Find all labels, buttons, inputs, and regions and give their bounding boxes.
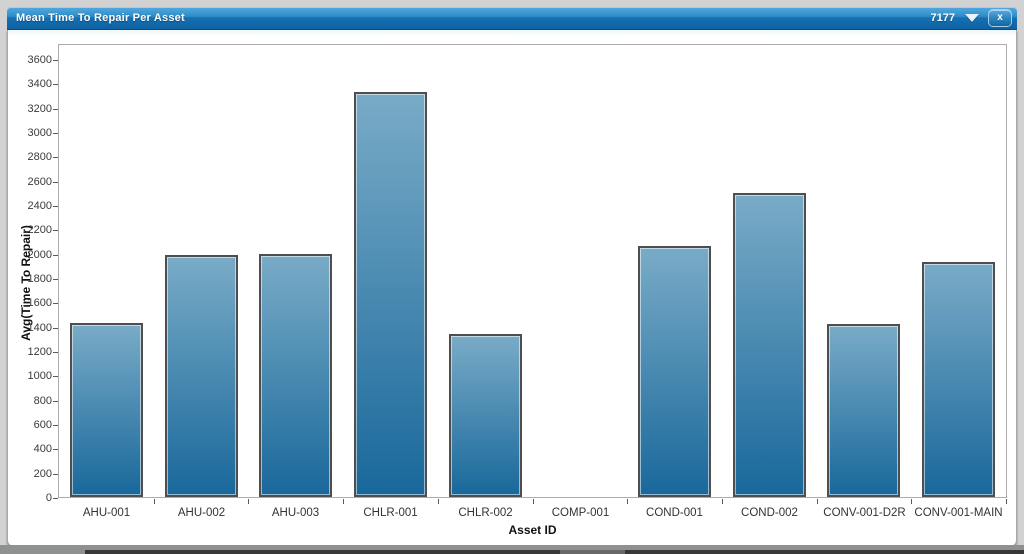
y-axis-tick: [53, 328, 58, 329]
y-axis-tick-label: 400: [33, 443, 52, 455]
x-axis-tick: [1006, 499, 1007, 504]
window-titlebar[interactable]: Mean Time To Repair Per Asset 7177 x: [7, 7, 1017, 30]
y-axis-tick: [53, 230, 58, 231]
bar-AHU-002[interactable]: [165, 255, 238, 497]
x-axis-tick: [438, 499, 439, 504]
bar-CONV-001-MAIN[interactable]: [922, 262, 995, 497]
x-axis-tick: [911, 499, 912, 504]
chevron-down-icon[interactable]: [965, 14, 979, 22]
x-axis-category-label: AHU-003: [271, 507, 320, 519]
y-axis-tick: [53, 401, 58, 402]
titlebar-controls: 7177 x: [931, 10, 1011, 26]
y-axis-tick-label: 1600: [27, 297, 52, 309]
background-window-edge: [85, 550, 1024, 554]
x-axis-title: Asset ID: [508, 523, 557, 537]
y-axis-tick-label: 1200: [27, 346, 52, 358]
y-axis-tick: [53, 157, 58, 158]
y-axis-tick: [53, 352, 58, 353]
y-axis-tick-label: 800: [33, 395, 52, 407]
y-axis-tick: [53, 449, 58, 450]
y-axis-tick-label: 2600: [27, 176, 52, 188]
y-axis-tick-label: 3400: [27, 78, 52, 90]
y-axis-tick: [53, 474, 58, 475]
x-axis-tick: [343, 499, 344, 504]
y-axis-tick-label: 3000: [27, 127, 52, 139]
y-axis-tick: [53, 279, 58, 280]
x-axis-category-label: COND-002: [741, 507, 798, 519]
y-axis-tick-label: 0: [45, 492, 52, 504]
bar-AHU-001[interactable]: [70, 323, 143, 497]
y-axis-tick: [53, 182, 58, 183]
plot-area: [58, 44, 1007, 498]
y-axis-tick-label: 3600: [27, 54, 52, 66]
bar-CHLR-002[interactable]: [449, 334, 522, 497]
bar-CHLR-001[interactable]: [354, 92, 427, 497]
window-frame-bottom: [0, 545, 1024, 554]
y-axis-tick-label: 2800: [27, 151, 52, 163]
close-button[interactable]: x: [989, 10, 1011, 26]
window-title: Mean Time To Repair Per Asset: [16, 12, 185, 24]
x-axis-category-label: AHU-002: [177, 507, 226, 519]
y-axis-tick-label: 1000: [27, 370, 52, 382]
bar-COND-002[interactable]: [733, 193, 806, 497]
x-axis-category-label: CHLR-001: [363, 507, 418, 519]
bar-AHU-003[interactable]: [259, 254, 332, 497]
x-axis-tick: [154, 499, 155, 504]
x-axis-category-label: CHLR-002: [458, 507, 513, 519]
y-axis-tick-label: 2000: [27, 249, 52, 261]
record-count-badge: 7177: [930, 12, 955, 24]
y-axis-title: Avg(Time To Repair): [19, 225, 33, 341]
x-axis-tick: [533, 499, 534, 504]
x-axis-tick: [722, 499, 723, 504]
x-axis-category-label: CONV-001-D2R: [823, 507, 906, 519]
y-axis-tick-label: 1800: [27, 273, 52, 285]
y-axis-tick: [53, 376, 58, 377]
x-axis-category-label: COND-001: [646, 507, 703, 519]
y-axis-tick: [53, 425, 58, 426]
y-axis-tick-label: 200: [33, 468, 52, 480]
y-axis-tick: [53, 60, 58, 61]
y-axis-tick-label: 2200: [27, 224, 52, 236]
x-axis-category-label: AHU-001: [82, 507, 131, 519]
background-window-edge-highlight: [560, 550, 625, 554]
chart-window: Mean Time To Repair Per Asset 7177 x 0 20…: [7, 7, 1017, 547]
y-axis-tick: [53, 206, 58, 207]
x-axis-category-label: COMP-001: [551, 507, 610, 519]
bar-COND-001[interactable]: [638, 246, 711, 497]
x-axis-tick: [817, 499, 818, 504]
y-axis-tick: [53, 303, 58, 304]
close-icon: x: [997, 12, 1003, 23]
y-axis-tick-label: 1400: [27, 322, 52, 334]
y-axis-tick: [53, 133, 58, 134]
x-axis-tick: [248, 499, 249, 504]
y-axis-tick: [53, 84, 58, 85]
y-axis-tick-label: 3200: [27, 103, 52, 115]
x-axis-tick: [627, 499, 628, 504]
y-axis-tick-label: 600: [33, 419, 52, 431]
bar-CONV-001-D2R[interactable]: [827, 324, 900, 497]
y-axis-tick: [53, 255, 58, 256]
x-axis-category-label: CONV-001-MAIN: [914, 507, 1003, 519]
chart-panel: 0 200 400 600 800 1000 1200 1400 1600 1800 2000 220…: [7, 30, 1017, 547]
y-axis-tick: [53, 109, 58, 110]
y-axis-tick: [53, 498, 58, 499]
y-axis-tick-label: 2400: [27, 200, 52, 212]
